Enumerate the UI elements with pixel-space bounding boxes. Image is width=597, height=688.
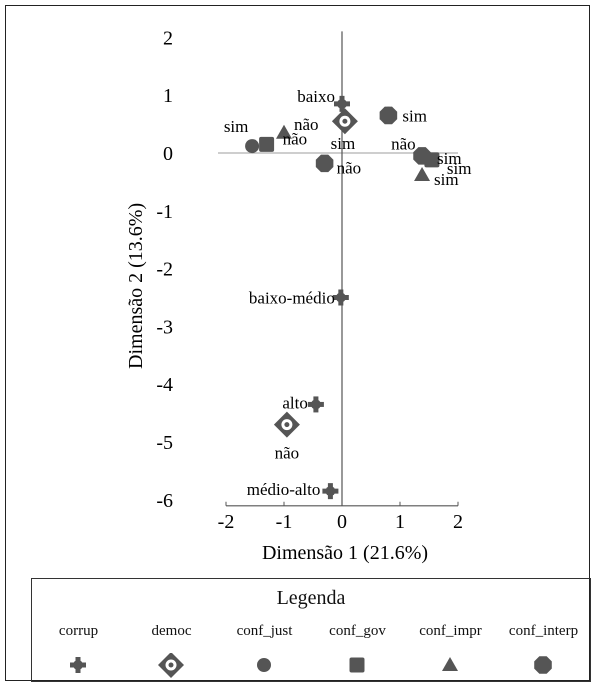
point-label: não [294,115,319,134]
point-label: não [391,135,416,154]
legend-item-label: conf_just [236,623,293,639]
scatter-chart: -2 -1 0 1 2 2 1 0 -1 -2 -3 -4 -5 -6 Dimensão 1 (21.6%)… [125,27,472,564]
figure-frame: -2 -1 0 1 2 2 1 0 -1 -2 -3 -4 -5 -6 Dimensão 1 (21.6%)… [5,5,591,682]
point-label: sim [224,117,249,136]
point-conf-interp-sim [413,147,431,165]
x-tick-label: 2 [453,511,463,533]
x-tick-label: 1 [395,511,405,533]
point-label: sim [331,134,356,153]
x-tick-label: -2 [218,511,235,533]
legend: Legenda corrup democ conf_just conf_gov conf… [31,578,591,682]
y-tick-label: 0 [163,143,173,165]
y-tick-label: 1 [163,85,173,107]
legend-symbol [442,657,458,671]
legend-symbol [158,653,184,678]
point-label: médio-alto [247,480,321,499]
y-tick-label: -4 [156,374,173,396]
point-label: sim [402,106,427,125]
point-conf-impr-não [276,124,292,139]
legend-marker-conf-just [257,658,271,672]
point-corrup-alto [307,396,324,413]
legend-item-label: conf_gov [329,623,386,639]
legend-marker-corrup [70,657,86,673]
point-label: não [275,444,300,463]
point-conf-interp-não [315,154,334,173]
point-corrup-baixo [334,95,350,112]
point-label: sim [447,159,472,178]
point-conf-impr-sim [414,166,431,181]
legend-symbol [257,658,271,672]
y-tick-label: -3 [156,316,173,338]
point-label: sim [434,170,459,189]
point-label: baixo-médio [249,289,335,308]
legend-item-label: corrup [58,623,99,639]
legend-item-label: democ [151,623,192,639]
point-label: não [283,129,308,148]
y-tick-label: -5 [156,432,173,454]
legend-symbol [534,656,552,674]
y-tick-label: 2 [163,27,173,49]
legend-item-label: conf_impr [419,623,482,639]
point-democ-sim [331,108,358,135]
legend-marker-conf-gov [349,657,365,673]
legend-marker-democ [158,653,184,678]
point-label: não [337,158,362,177]
legend-item-label: conf_interp [508,623,579,639]
point-conf-just-sim [245,139,260,154]
x-tick-label: -1 [276,511,293,533]
legend-symbol [349,657,365,673]
y-tick-label: -2 [156,259,173,281]
x-tick-label: 0 [337,511,347,533]
legend-title: Legenda [276,587,346,609]
point-label: sim [437,149,462,168]
point-label: alto [282,393,308,412]
point-conf-interp-sim [379,106,398,125]
legend-symbol [70,657,86,673]
y-tick-label: -1 [156,201,173,223]
legend-marker-conf-interp [534,656,552,674]
legend-marker-conf-impr [442,657,458,671]
point-label: baixo [297,87,335,106]
y-tick-label: -6 [156,490,173,512]
point-democ-não [273,411,300,438]
y-axis-title: Dimensão 2 (13.6%) [125,203,147,369]
point-corrup-médio-alto [322,483,339,500]
point-corrup-baixo-médio [332,289,349,306]
x-axis-title: Dimensão 1 (21.6%) [262,542,428,564]
point-conf-gov-não [259,136,275,152]
